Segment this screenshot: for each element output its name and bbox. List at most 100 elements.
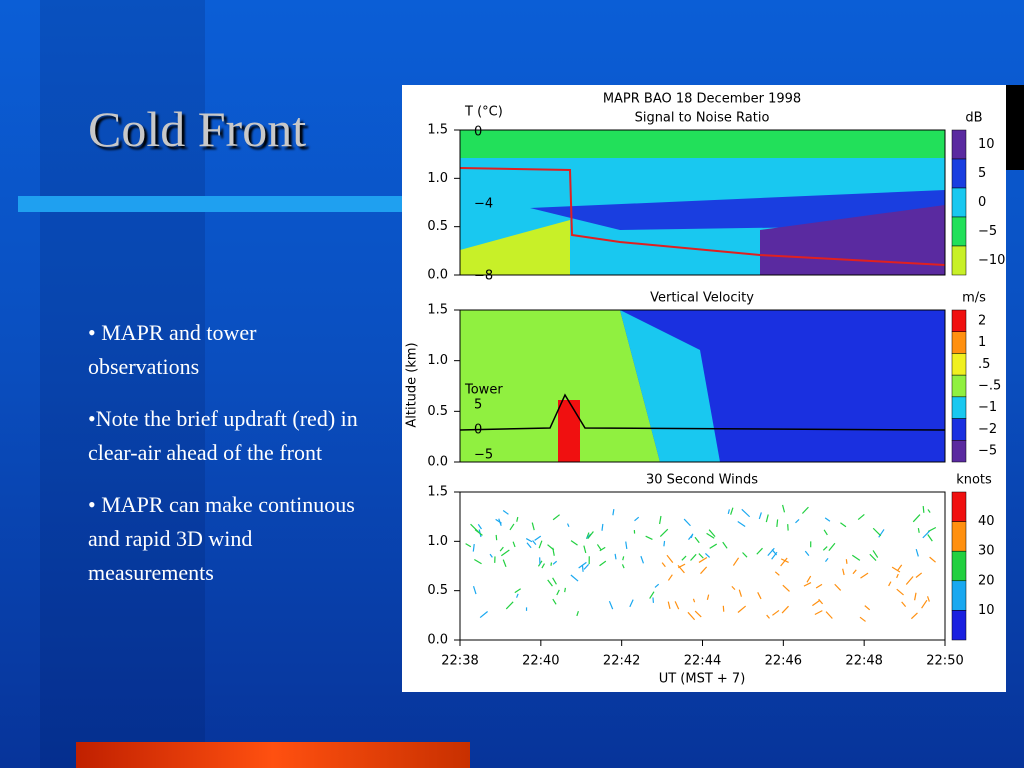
wind-barb [640, 555, 645, 564]
colorbar-cell [951, 187, 967, 218]
colorbar-unit: m/s [962, 291, 986, 306]
wind-barb [708, 529, 716, 537]
wind-barb [806, 575, 812, 583]
wind-barb [771, 551, 778, 560]
wind-barb [502, 510, 509, 515]
wind-barb [869, 553, 877, 561]
wind-barb [824, 557, 829, 563]
colorbar-label: 0 [978, 195, 986, 210]
left-tick-label: −4 [474, 197, 493, 212]
wind-barb [479, 611, 488, 619]
wind-barb [683, 518, 691, 527]
x-axis-label: UT (MST + 7) [659, 672, 746, 687]
wind-barb [859, 616, 866, 622]
wind-barb [772, 609, 780, 616]
panel-title: Signal to Noise Ratio [635, 111, 770, 126]
wind-barb [596, 544, 602, 551]
wind-barb [767, 547, 775, 556]
y-tick-label: 0.0 [427, 268, 448, 283]
wind-barb [756, 547, 763, 555]
wind-barb [891, 566, 901, 573]
wind-barb [694, 610, 702, 618]
colorbar-cell [951, 309, 967, 332]
panel-title: Vertical Velocity [650, 291, 754, 306]
colorbar-label: 2 [978, 313, 986, 328]
wind-barb [737, 521, 746, 528]
wind-barb [915, 572, 923, 578]
wind-barb [698, 553, 704, 559]
wind-barb [926, 596, 930, 602]
wind-barb [576, 611, 579, 617]
colorbar-label: −5 [978, 444, 997, 459]
wind-barb [823, 529, 828, 536]
wind-barb [896, 573, 899, 579]
wind-barb [552, 514, 560, 521]
wind-barb [706, 532, 715, 539]
wind-barb [477, 523, 482, 530]
wind-barb [687, 611, 696, 621]
wind-barb [667, 574, 673, 581]
wind-barb [927, 534, 933, 542]
wind-barb [564, 587, 567, 593]
wind-barb [737, 605, 747, 613]
snr-yellow [460, 220, 570, 275]
y-tick-label: 0.0 [427, 633, 448, 648]
x-tick-label: 22:42 [603, 654, 640, 669]
wind-barb [570, 540, 578, 546]
bullet: • MAPR and tower observations [88, 320, 257, 379]
left-label: Tower [464, 383, 503, 398]
wind-barb [845, 559, 848, 564]
wind-barb [622, 556, 625, 561]
snr-top [460, 130, 945, 158]
left-tick-label: −5 [474, 448, 493, 463]
wind-barb [921, 599, 928, 609]
wind-barb [583, 563, 590, 570]
wind-barb [757, 592, 762, 600]
wind-barb [692, 598, 696, 603]
wind-barb [552, 560, 558, 565]
wind-barb [776, 519, 779, 528]
wind-barb [495, 534, 498, 541]
wind-barb [705, 553, 711, 558]
wind-barb [815, 583, 823, 589]
left-tick-label: 0 [474, 423, 482, 438]
wind-barb [709, 543, 718, 549]
wind-barb [654, 583, 660, 588]
colorbar-cell [951, 396, 967, 419]
wind-barb [661, 562, 666, 568]
wind-barb [922, 530, 931, 539]
wind-barb [645, 535, 653, 541]
wind-barb [499, 546, 504, 552]
wind-barb [649, 591, 655, 599]
wind-barb [842, 568, 845, 576]
colorbar-cell [951, 440, 967, 463]
wind-barb [552, 577, 557, 585]
wind-barb [732, 557, 740, 566]
x-tick-label: 22:44 [684, 654, 721, 669]
panel-title: 30 Second Winds [646, 473, 758, 488]
y-tick-label: 1.0 [427, 171, 448, 186]
wind-barb [851, 554, 861, 561]
colorbar-label: −5 [978, 224, 997, 239]
wind-barb [700, 566, 708, 575]
figure-title: MAPR BAO 18 December 1998 [603, 92, 801, 107]
wind-barb [917, 528, 920, 533]
wind-barb [910, 612, 918, 620]
colorbar-label: 5 [978, 166, 986, 181]
wind-barb [556, 589, 560, 596]
colorbar-cell [951, 418, 967, 441]
wind-barb [681, 555, 687, 561]
colorbar-cell [951, 521, 967, 552]
wind-barb [514, 588, 521, 594]
wind-barb [583, 545, 587, 554]
wind-barb [474, 529, 483, 536]
colorbar-cell [951, 353, 967, 376]
wind-barb [502, 559, 507, 568]
figure: MAPR BAO 18 December 1998 Signal to Noise… [402, 85, 1006, 692]
x-tick-label: 22:46 [765, 654, 802, 669]
wind-barb [495, 518, 502, 524]
wind-barb [552, 598, 557, 605]
wind-barb [612, 509, 615, 516]
left-tick-label: 5 [474, 398, 482, 413]
x-tick-label: 22:50 [926, 654, 963, 669]
